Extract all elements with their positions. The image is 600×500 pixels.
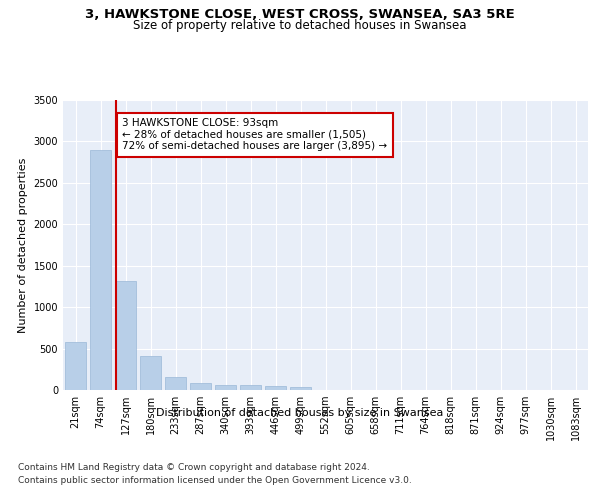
Bar: [190, 382, 211, 390]
Bar: [240, 386, 261, 390]
Bar: [65, 342, 86, 390]
Text: 3 HAWKSTONE CLOSE: 93sqm
← 28% of detached houses are smaller (1,505)
72% of sem: 3 HAWKSTONE CLOSE: 93sqm ← 28% of detach…: [122, 118, 388, 152]
Bar: [215, 384, 236, 390]
Bar: [290, 386, 311, 390]
Bar: [140, 356, 161, 390]
Text: 3, HAWKSTONE CLOSE, WEST CROSS, SWANSEA, SA3 5RE: 3, HAWKSTONE CLOSE, WEST CROSS, SWANSEA,…: [85, 8, 515, 20]
Y-axis label: Number of detached properties: Number of detached properties: [18, 158, 28, 332]
Bar: [90, 150, 111, 390]
Bar: [265, 386, 286, 390]
Text: Distribution of detached houses by size in Swansea: Distribution of detached houses by size …: [157, 408, 443, 418]
Bar: [115, 280, 136, 390]
Bar: [165, 377, 186, 390]
Text: Contains HM Land Registry data © Crown copyright and database right 2024.: Contains HM Land Registry data © Crown c…: [18, 462, 370, 471]
Text: Size of property relative to detached houses in Swansea: Size of property relative to detached ho…: [133, 19, 467, 32]
Text: Contains public sector information licensed under the Open Government Licence v3: Contains public sector information licen…: [18, 476, 412, 485]
